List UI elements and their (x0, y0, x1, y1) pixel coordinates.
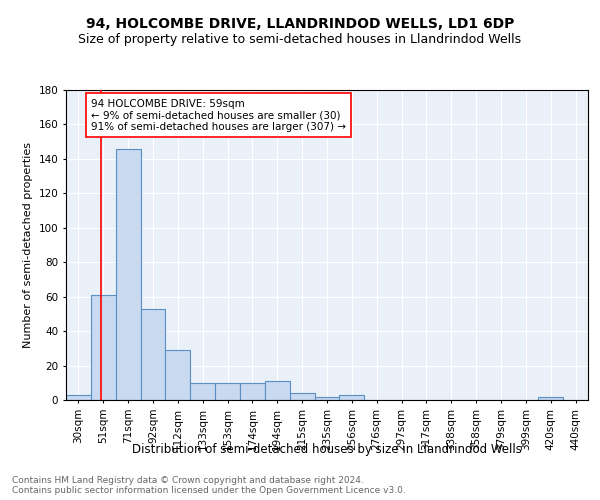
Bar (538, 396, 563, 400)
Bar (66, 395, 91, 400)
Y-axis label: Number of semi-detached properties: Number of semi-detached properties (23, 142, 33, 348)
Text: Contains HM Land Registry data © Crown copyright and database right 2024.
Contai: Contains HM Land Registry data © Crown c… (12, 476, 406, 495)
Bar (91, 295, 116, 400)
Bar (340, 395, 364, 400)
Text: 94 HOLCOMBE DRIVE: 59sqm
← 9% of semi-detached houses are smaller (30)
91% of se: 94 HOLCOMBE DRIVE: 59sqm ← 9% of semi-de… (91, 98, 346, 132)
Text: Size of property relative to semi-detached houses in Llandrindod Wells: Size of property relative to semi-detach… (79, 32, 521, 46)
Bar (265, 381, 290, 400)
Text: 94, HOLCOMBE DRIVE, LLANDRINDOD WELLS, LD1 6DP: 94, HOLCOMBE DRIVE, LLANDRINDOD WELLS, L… (86, 18, 514, 32)
Bar (190, 383, 215, 400)
Bar (314, 396, 340, 400)
Bar (166, 350, 190, 400)
Text: Distribution of semi-detached houses by size in Llandrindod Wells: Distribution of semi-detached houses by … (132, 442, 522, 456)
Bar (240, 383, 265, 400)
Bar (140, 308, 166, 400)
Bar (215, 383, 240, 400)
Bar (116, 148, 140, 400)
Bar (290, 393, 314, 400)
